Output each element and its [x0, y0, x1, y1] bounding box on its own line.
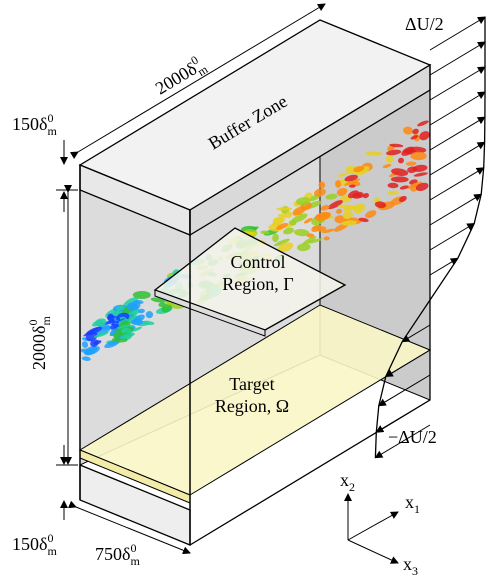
- label-base: 150δ: [12, 114, 47, 134]
- dimension-label: 150δ0m: [12, 531, 57, 558]
- axis: [348, 512, 398, 540]
- label-sub: 3: [412, 564, 418, 578]
- velocity-arrow: [430, 142, 485, 175]
- axis: [348, 540, 398, 563]
- vortex: [365, 151, 382, 155]
- velocity-arrow: [430, 168, 484, 200]
- label-base: 2000δ: [29, 326, 49, 370]
- velocity-arrow: [430, 42, 485, 75]
- label-sub: 2: [349, 480, 355, 494]
- label-base: x: [405, 492, 414, 512]
- target-label: Region, Ω: [215, 396, 289, 416]
- control-label: Control: [230, 252, 285, 272]
- velocity-arrow: [430, 67, 485, 100]
- label-base: x: [340, 470, 349, 490]
- label-sup: 0: [47, 531, 53, 545]
- label-sub: m: [47, 124, 57, 138]
- control-label: Region, Γ: [222, 274, 293, 294]
- label: ΔU/2: [405, 14, 444, 34]
- label-base: 150δ: [12, 534, 47, 554]
- velocity-arrow: [430, 92, 485, 125]
- label-sup: 0: [26, 320, 40, 326]
- label-sub: m: [130, 554, 140, 568]
- label: −ΔU/2: [388, 427, 437, 447]
- dimension-label: 2000δ0m: [26, 316, 53, 370]
- vortex: [411, 152, 427, 160]
- label-base: 750δ: [95, 544, 130, 564]
- velocity-arrow: [430, 117, 485, 150]
- label-sup: 0: [47, 111, 53, 125]
- label-base: x: [403, 554, 412, 574]
- velocity-arrow: [430, 194, 481, 225]
- label-sub: 1: [414, 502, 420, 516]
- axis-label: x1: [405, 492, 420, 516]
- axis-label: x3: [403, 554, 418, 578]
- figure: 2000δ0m150δ0m2000δ0m150δ0m750δ0mΔU/2−ΔU/…: [0, 0, 488, 579]
- velocity-arrow: [430, 258, 458, 275]
- target-label: Target: [229, 374, 274, 394]
- axis-label: x2: [340, 470, 355, 494]
- label-sup: 0: [130, 541, 136, 555]
- label-sub: m: [47, 544, 57, 558]
- label-sub: m: [39, 316, 53, 326]
